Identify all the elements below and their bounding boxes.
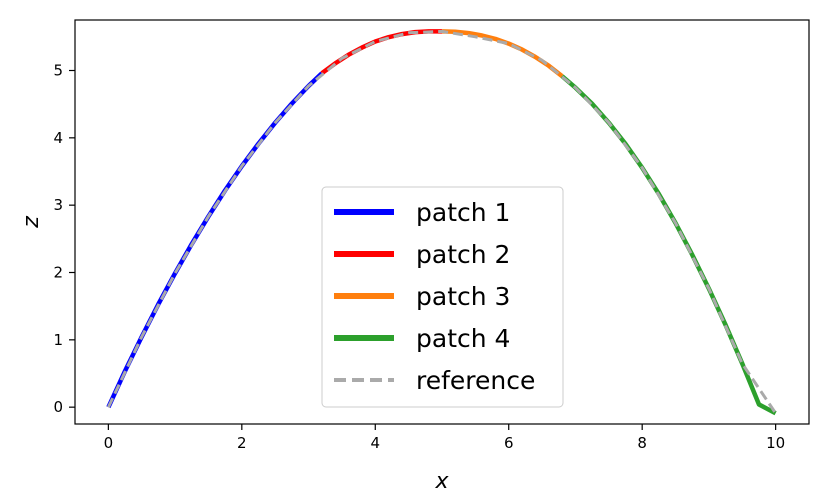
y-axis-label: z [19,216,44,229]
legend-label: patch 2 [416,240,510,269]
x-tick-label: 0 [104,434,114,452]
x-axis-ticks: 0 2 4 6 8 10 [104,424,785,452]
y-tick-label: 0 [53,398,63,416]
x-tick-label: 6 [504,434,514,452]
x-tick-label: 8 [637,434,647,452]
legend-label: reference [416,366,535,395]
series-line-reference [107,29,777,415]
y-axis-ticks: 0 1 2 3 4 5 [53,62,75,416]
x-tick-label: 10 [766,434,785,452]
plot-lines [106,29,777,416]
y-tick-label: 1 [53,331,63,349]
y-tick-label: 3 [53,196,63,214]
x-tick-label: 2 [237,434,247,452]
x-tick-label: 4 [370,434,380,452]
legend: patch 1 patch 2 patch 3 patch 4 reference [321,186,564,408]
legend-label: patch 1 [416,198,510,227]
y-tick-label: 4 [53,129,63,147]
y-tick-label: 5 [53,62,63,80]
legend-label: patch 4 [416,324,510,353]
x-axis-label: x [434,469,449,494]
y-tick-label: 2 [53,264,63,282]
legend-frame [321,186,564,408]
plot-frame [74,19,810,425]
legend-label: patch 3 [416,282,510,311]
